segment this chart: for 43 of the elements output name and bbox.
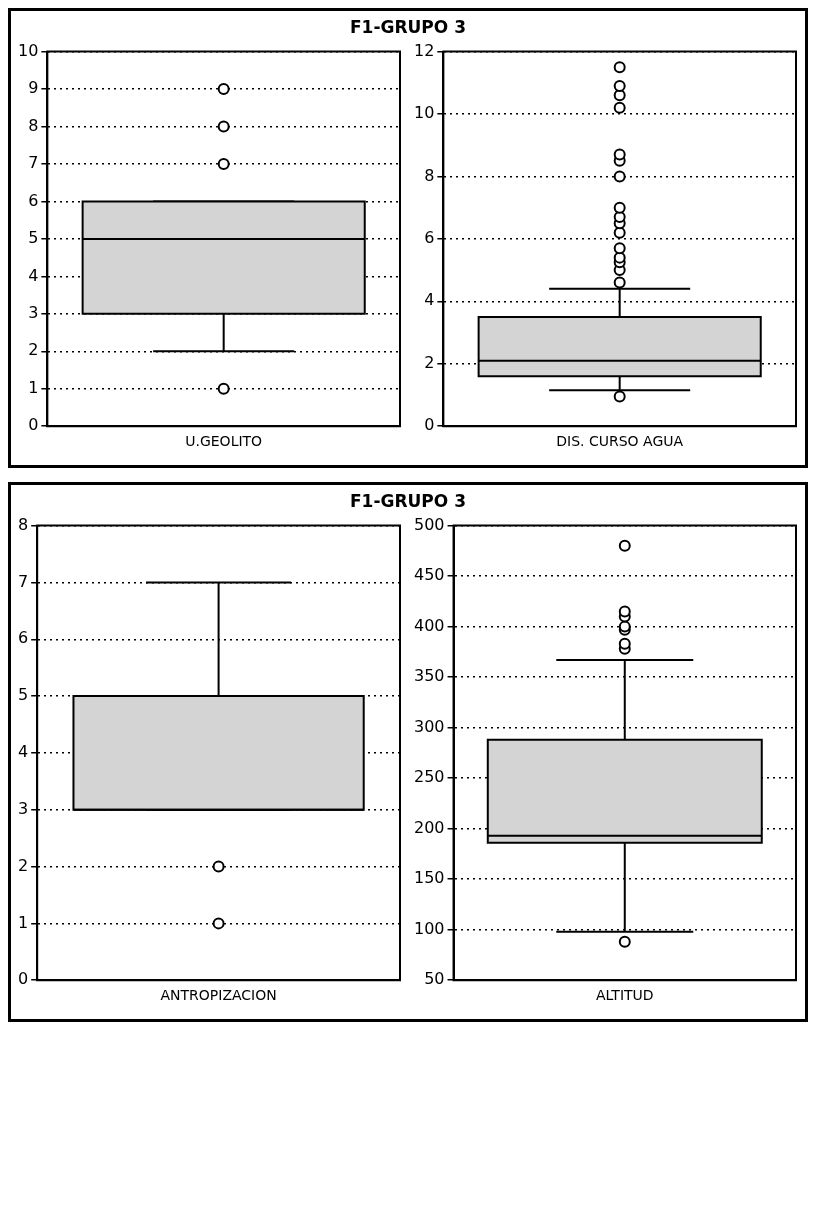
- y-tick-label: 1: [17, 912, 29, 932]
- y-tick-label: 4: [424, 290, 435, 310]
- chart-title: F1-GRUPO 3: [349, 491, 467, 511]
- y-tick-label: 2: [17, 855, 29, 875]
- y-tick-label: 1: [28, 377, 39, 397]
- chart-title: F1-GRUPO 3: [349, 17, 467, 37]
- y-tick-label: 3: [17, 798, 29, 818]
- y-tick-label: 0: [17, 969, 29, 989]
- x-tick-label: U.GEOLITO: [185, 433, 263, 450]
- y-tick-label: 6: [17, 628, 29, 648]
- y-tick-label: 0: [424, 415, 435, 435]
- y-tick-label: 7: [17, 571, 29, 591]
- y-tick-label: 4: [28, 265, 39, 285]
- x-tick-label: DIS. CURSO AGUA: [556, 433, 684, 450]
- y-tick-label: 250: [413, 767, 445, 787]
- y-tick-label: 450: [413, 565, 445, 585]
- y-tick-label: 3: [28, 302, 39, 322]
- y-tick-label: 7: [28, 153, 39, 173]
- y-tick-label: 400: [413, 615, 445, 635]
- y-tick-label: 200: [413, 817, 445, 837]
- y-tick-label: 10: [414, 103, 435, 123]
- y-tick-label: 5: [28, 228, 39, 248]
- y-tick-label: 5: [17, 685, 29, 705]
- y-tick-label: 0: [28, 415, 39, 435]
- y-tick-label: 8: [28, 115, 39, 135]
- y-tick-label: 10: [18, 40, 39, 60]
- y-tick-label: 150: [413, 868, 445, 888]
- y-tick-label: 50: [424, 969, 445, 989]
- y-tick-label: 6: [424, 228, 435, 248]
- y-tick-label: 350: [413, 666, 445, 686]
- x-tick-label: ANTROPIZACION: [160, 987, 277, 1004]
- y-tick-label: 4: [17, 742, 29, 762]
- y-tick-label: 100: [413, 918, 445, 938]
- x-tick-label: ALTITUD: [595, 987, 654, 1004]
- y-tick-label: 12: [414, 40, 435, 60]
- y-tick-label: 6: [28, 190, 39, 210]
- y-tick-label: 9: [28, 78, 39, 98]
- y-tick-label: 8: [424, 165, 435, 185]
- y-tick-label: 2: [424, 352, 435, 372]
- y-tick-label: 300: [413, 716, 445, 736]
- y-tick-label: 2: [28, 340, 39, 360]
- y-tick-label: 500: [413, 514, 445, 534]
- y-tick-label: 8: [17, 514, 29, 534]
